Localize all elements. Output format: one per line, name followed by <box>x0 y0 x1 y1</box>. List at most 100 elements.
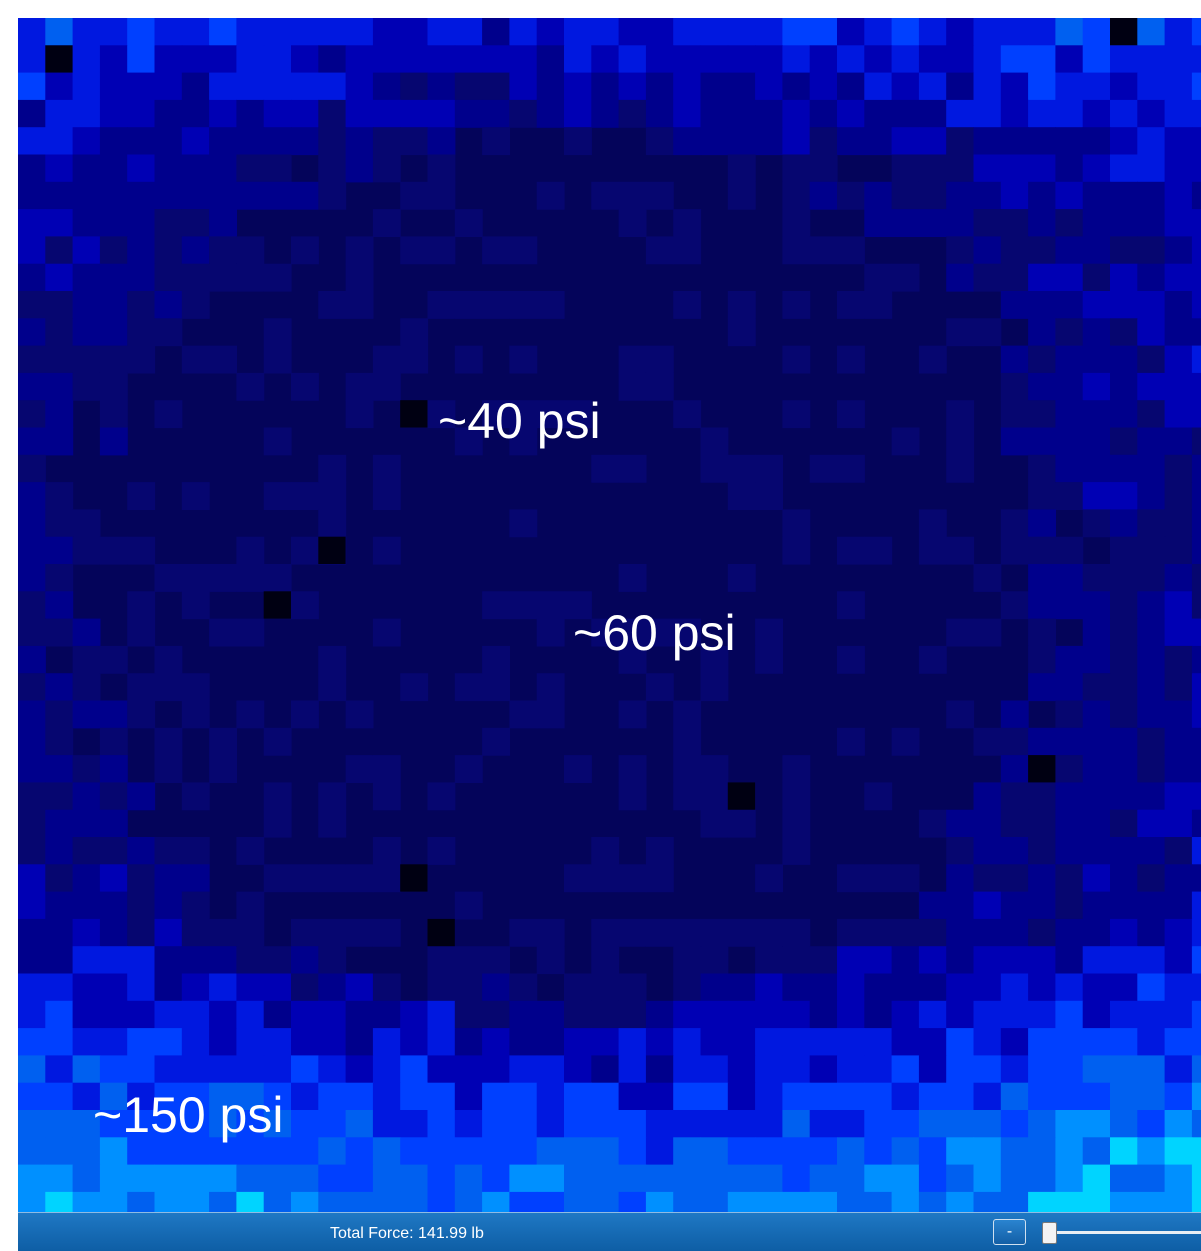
heatmap-cell <box>209 181 237 210</box>
heatmap-cell <box>1191 645 1201 674</box>
heatmap-cell <box>45 918 74 947</box>
heatmap-cell <box>99 755 128 783</box>
heatmap-cell <box>1055 591 1084 620</box>
heatmap-cell <box>236 154 265 183</box>
heatmap-cell <box>45 18 74 46</box>
heatmap-cell <box>1164 973 1193 1002</box>
heatmap-cell <box>400 45 429 74</box>
heatmap-cell <box>181 864 210 893</box>
heatmap-cell <box>591 1137 620 1166</box>
heatmap-cell <box>127 263 156 292</box>
heatmap-cell <box>454 1028 483 1056</box>
heatmap-cell <box>946 318 975 347</box>
heatmap-cell <box>372 482 401 510</box>
heatmap-cell <box>673 1164 702 1193</box>
heatmap-cell <box>127 591 156 620</box>
heatmap-cell <box>99 864 128 893</box>
heatmap-cell <box>236 45 265 74</box>
heatmap-cell <box>673 973 702 1002</box>
heatmap-cell <box>181 209 210 237</box>
heatmap-cell <box>864 1164 893 1193</box>
heatmap-cell <box>918 1055 947 1084</box>
heatmap-cell <box>700 1000 729 1029</box>
heatmap-cell <box>1028 154 1056 183</box>
heatmap-cell <box>918 1028 947 1056</box>
heatmap-cell <box>809 973 838 1002</box>
heatmap-cell <box>99 99 128 128</box>
heatmap-cell <box>72 809 101 838</box>
heatmap-cell <box>72 1000 101 1029</box>
heatmap-cell <box>727 318 756 347</box>
heatmap-cell <box>1110 1137 1138 1166</box>
heatmap-cell <box>973 891 1002 920</box>
heatmap-cell <box>99 700 128 729</box>
heatmap-cell <box>99 372 128 401</box>
heatmap-cell <box>318 645 347 674</box>
heatmap-cell <box>18 509 46 538</box>
heatmap-cell <box>181 1110 210 1138</box>
heatmap-cell <box>263 45 292 74</box>
zoom-slider-track[interactable] <box>1048 1231 1201 1234</box>
heatmap-cell <box>99 918 128 947</box>
heatmap-cell <box>236 72 265 101</box>
heatmap-cell <box>127 154 156 183</box>
heatmap-cell <box>154 1000 183 1029</box>
heatmap-cell <box>1000 45 1029 74</box>
heatmap-cell <box>400 1028 429 1056</box>
heatmap-cell <box>427 72 456 101</box>
heatmap-cell <box>18 1082 46 1111</box>
heatmap-cell <box>1028 454 1056 483</box>
heatmap-cell <box>154 263 183 292</box>
heatmap-cell <box>236 1082 265 1111</box>
heatmap-cell <box>18 918 46 947</box>
heatmap-cell <box>181 1000 210 1029</box>
heatmap-cell <box>1055 1191 1084 1212</box>
heatmap-cell <box>209 18 237 46</box>
heatmap-cell <box>536 918 565 947</box>
heatmap-cell <box>809 127 838 156</box>
heatmap-cell <box>236 536 265 565</box>
heatmap-cell <box>127 1110 156 1138</box>
heatmap-cell <box>1028 181 1056 210</box>
heatmap-cell <box>727 1028 756 1056</box>
heatmap-cell <box>345 45 374 74</box>
heatmap-cell <box>973 1191 1002 1212</box>
heatmap-cell <box>209 127 237 156</box>
heatmap-cell <box>45 99 74 128</box>
heatmap-cell <box>154 72 183 101</box>
heatmap-cell <box>18 482 46 510</box>
heatmap-cell <box>1110 809 1138 838</box>
heatmap-cell <box>45 727 74 756</box>
heatmap-cell <box>1082 291 1111 319</box>
heatmap-cell <box>72 645 101 674</box>
heatmap-cell <box>755 1137 783 1166</box>
heatmap-cell <box>509 1137 538 1166</box>
heatmap-cell <box>99 837 128 865</box>
heatmap-cell <box>782 918 811 947</box>
heatmap-cell <box>1164 263 1193 292</box>
heatmap-cell <box>345 1110 374 1138</box>
heatmap-cell <box>645 864 674 893</box>
heatmap-cell <box>263 1110 292 1138</box>
zoom-slider-thumb[interactable] <box>1042 1222 1057 1244</box>
heatmap-cell <box>1137 1137 1166 1166</box>
heatmap-cell <box>509 700 538 729</box>
heatmap-cell <box>946 1110 975 1138</box>
heatmap-cell <box>536 18 565 46</box>
heatmap-cell <box>1028 645 1056 674</box>
heatmap-cell <box>509 1110 538 1138</box>
heatmap-cell <box>1028 72 1056 101</box>
zoom-out-button[interactable]: - <box>993 1219 1026 1245</box>
heatmap-cell <box>1055 1164 1084 1193</box>
heatmap-cell <box>973 72 1002 101</box>
dead-sensor-cell <box>1110 18 1138 46</box>
heatmap-cell <box>1028 973 1056 1002</box>
heatmap-cell <box>236 18 265 46</box>
heatmap-cell <box>618 209 647 237</box>
heatmap-cell <box>263 946 292 975</box>
heatmap-cell <box>1055 127 1084 156</box>
heatmap-cell <box>72 864 101 893</box>
heatmap-cell <box>1082 1028 1111 1056</box>
heatmap-cell <box>318 1000 347 1029</box>
heatmap-cell <box>1000 400 1029 429</box>
